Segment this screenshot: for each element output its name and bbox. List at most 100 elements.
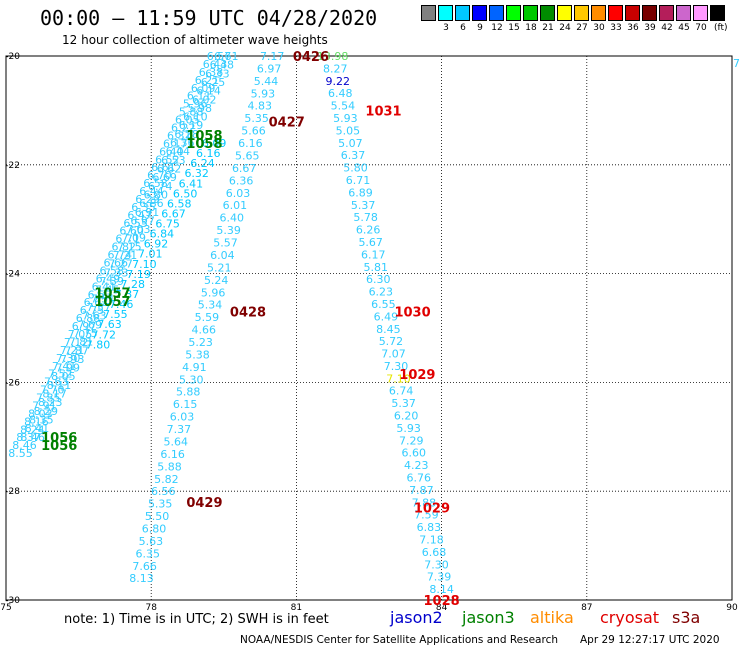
swh-value: 5.24 [204,274,229,287]
swh-value: 6.29 [135,193,160,206]
generation-timestamp: Apr 29 12:27:17 UTC 2020 [580,634,720,646]
swh-value: 6.22 [171,121,196,134]
x-tick-label: 84 [436,603,448,613]
pass-time-label: 1058 [186,137,222,152]
pass-time-label: 1056 [41,439,77,454]
swh-value: 4.66 [191,324,216,337]
y-tick-label: -28 [5,487,20,497]
swh-value: 8.46 [12,439,37,452]
satellite-name: s3a [672,608,701,627]
pass-time-label: 0428 [230,306,266,321]
pass-time-label: 1056 [41,431,77,446]
swh-value: 6.74 [389,385,414,398]
map-frame [5,55,733,601]
swh-value: 6.62 [84,296,109,309]
swh-value: 5.98 [188,102,213,115]
swh-value: 5.67 [358,236,383,249]
swh-value: 5.23 [188,336,213,349]
swh-value: 7.30 [56,352,81,365]
swh-value: 7.28 [121,278,146,291]
swh-value: 6.75 [155,218,180,231]
swh-value: 7.66 [132,560,157,573]
swh-value: 5.63 [139,535,164,548]
legend-label: 6 [460,23,466,33]
pass-time-label: 1030 [394,306,430,321]
swh-value: 6.68 [422,546,447,559]
swh-value: 6.36 [170,137,195,150]
swh-value: 7.01 [138,248,163,261]
swh-value: 6.76 [407,472,432,485]
swh-value: 7.85 [36,392,61,405]
swh-value: 6.52 [155,153,180,166]
satellite-name: jason3 [462,608,515,627]
swh-value: 6.71 [346,174,371,187]
swh-value: 8.37 [16,431,41,444]
swh-value: 5.88 [176,386,201,399]
swh-value: 7.63 [97,318,122,331]
satellite-name: cryosat [600,608,660,627]
swh-value: 6.53 [161,154,186,167]
swh-value: 7.09 [122,232,147,245]
swh-value: 6.31 [167,129,192,142]
swh-value: 6.09 [202,137,227,150]
swh-value: 7.19 [126,268,151,281]
legend-swatch [625,5,640,21]
x-tick-label: 81 [291,603,302,613]
swh-value: 6.48 [328,87,353,100]
swh-value: 4.23 [404,459,429,472]
swh-value: 4.91 [182,361,207,374]
x-tick-label: 90 [726,603,738,613]
swh-value: 6.09 [191,82,216,95]
swh-value: 8.14 [429,583,454,596]
legend-label: 33 [610,23,622,33]
swh-value: 6.26 [356,224,381,237]
x-tick-label: 78 [145,603,157,613]
swh-value: 5.81 [364,261,389,274]
swh-value: 6.35 [131,201,156,214]
swh-value: 5.35 [148,498,173,511]
swh-value: 6.91 [135,206,160,219]
credit-line: NOAA/NESDIS Center for Satellite Applica… [240,634,558,646]
swh-value: 7.57 [86,301,111,314]
legend-swatch [659,5,674,21]
swh-value: 5.96 [183,98,208,111]
swh-value: 6.49 [374,310,399,323]
swh-value: 5.37 [391,397,416,410]
legend-label: 15 [508,23,520,33]
legend-label: 18 [525,23,537,33]
swh-value: 6.97 [72,320,97,333]
footer-note: note: 1) Time is in UTC; 2) SWH is in fe… [64,612,329,627]
swh-value: 7.93 [60,353,85,366]
legend-label: 42 [661,23,673,33]
swh-value: 6.21 [195,74,220,87]
swh-value: 5.39 [216,224,241,237]
legend-swatch [608,5,623,21]
swh-value: 6.30 [366,273,391,286]
swh-value: 6.17 [361,248,386,261]
swh-value: 6.15 [173,398,198,411]
map-subtitle: 12 hour collection of altimeter wave hei… [62,33,328,47]
pass-time-label: 1028 [424,594,460,609]
swh-value: 6.32 [184,167,209,180]
swh-value: 6.01 [223,199,248,212]
swh-value: 8.41 [25,422,50,435]
swh-value: 6.23 [369,286,394,299]
swh-value: 8.46 [20,431,45,444]
pass-time-label: 1058 [186,129,222,144]
swh-value: 6.20 [394,410,419,423]
swh-value: 6.75 [80,304,105,317]
pass-time-label: 1029 [399,368,435,383]
swh-value: 6.47 [127,209,152,222]
swh-value: 6.56 [151,485,176,498]
swh-value: 5.30 [179,373,204,386]
pass-time-label: 0427 [269,115,305,130]
swh-value: 6.60 [401,447,426,460]
legend-swatch [710,5,725,21]
legend-label: 45 [678,23,690,33]
pass-time-label: 1031 [365,104,401,119]
swh-value: 6.50 [173,187,198,200]
swh-value: 7.52 [48,368,73,381]
swh-value: 6.53 [88,288,113,301]
swh-value: 6.80 [142,523,167,536]
swh-value: 6.67 [232,162,257,175]
